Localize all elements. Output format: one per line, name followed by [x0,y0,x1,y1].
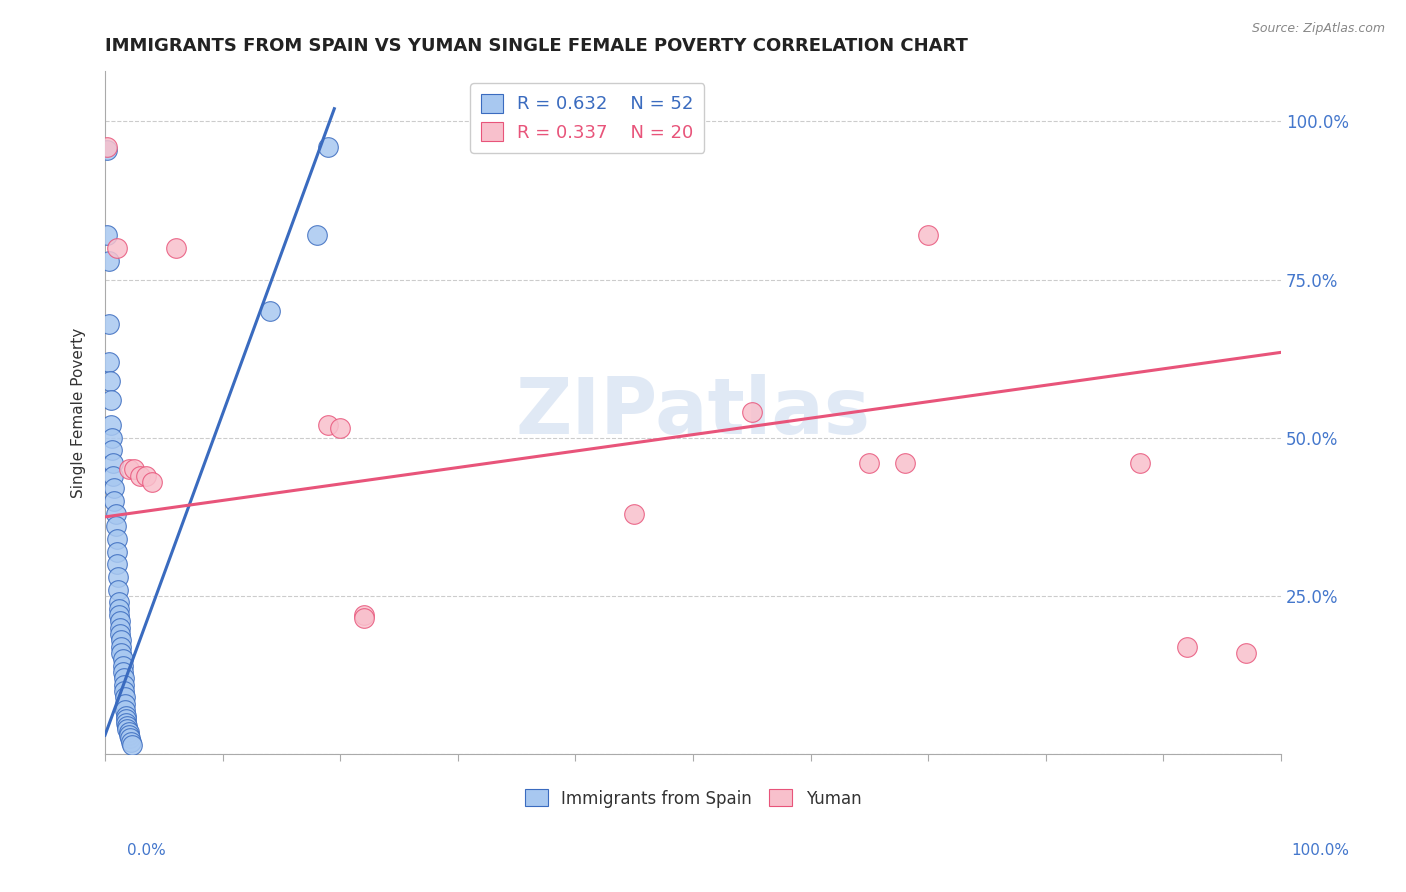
Point [129,468,152,483]
Point [110,640,132,654]
Point [124,462,146,476]
Point [111,665,134,679]
Point [108,601,131,615]
Point [96,228,118,243]
Point [120,734,142,748]
Point [623,507,645,521]
Point [100,418,122,433]
Point [110,646,132,660]
Point [105,532,128,546]
Point [103,456,125,470]
Point [96,139,118,153]
Text: IMMIGRANTS FROM SPAIN VS YUMAN SINGLE FEMALE POVERTY CORRELATION CHART: IMMIGRANTS FROM SPAIN VS YUMAN SINGLE FE… [105,37,967,55]
Point [114,697,136,711]
Point [118,731,141,746]
Point [135,468,157,483]
Point [97,317,120,331]
Legend: Immigrants from Spain, Yuman: Immigrants from Spain, Yuman [519,782,868,814]
Point [101,443,124,458]
Point [117,719,139,733]
Text: 100.0%: 100.0% [1292,843,1350,858]
Point [96,143,118,157]
Point [115,713,138,727]
Point [104,519,127,533]
Point [97,253,120,268]
Point [117,728,139,742]
Y-axis label: Single Female Poverty: Single Female Poverty [72,327,86,498]
Point [105,544,128,558]
Point [110,627,132,641]
Point [114,703,136,717]
Text: Source: ZipAtlas.com: Source: ZipAtlas.com [1251,22,1385,36]
Point [1175,640,1198,654]
Point [103,482,125,496]
Point [110,621,132,635]
Point [107,582,129,597]
Point [112,684,135,698]
Point [101,431,124,445]
Point [104,507,127,521]
Text: ZIPatlas: ZIPatlas [516,375,870,450]
Point [115,715,138,730]
Point [117,725,139,739]
Point [112,671,135,685]
Point [165,241,187,255]
Point [117,462,139,476]
Point [114,690,136,705]
Point [98,374,121,388]
Point [100,392,122,407]
Point [858,456,880,470]
Point [329,421,352,435]
Point [112,677,135,691]
Point [108,607,131,622]
Point [111,658,134,673]
Point [108,595,131,609]
Point [111,652,134,666]
Point [353,611,375,625]
Point [115,709,138,723]
Point [893,456,915,470]
Point [305,228,328,243]
Point [117,722,139,736]
Point [1234,646,1257,660]
Point [97,355,120,369]
Point [105,558,128,572]
Point [110,615,132,629]
Point [107,570,129,584]
Point [1129,456,1152,470]
Point [318,139,340,153]
Point [121,738,143,752]
Point [318,418,340,433]
Point [917,228,939,243]
Point [103,468,125,483]
Point [141,475,163,489]
Text: 0.0%: 0.0% [127,843,166,858]
Point [110,633,132,648]
Point [103,494,125,508]
Point [105,241,128,255]
Point [741,405,763,419]
Point [259,304,281,318]
Point [353,607,375,622]
